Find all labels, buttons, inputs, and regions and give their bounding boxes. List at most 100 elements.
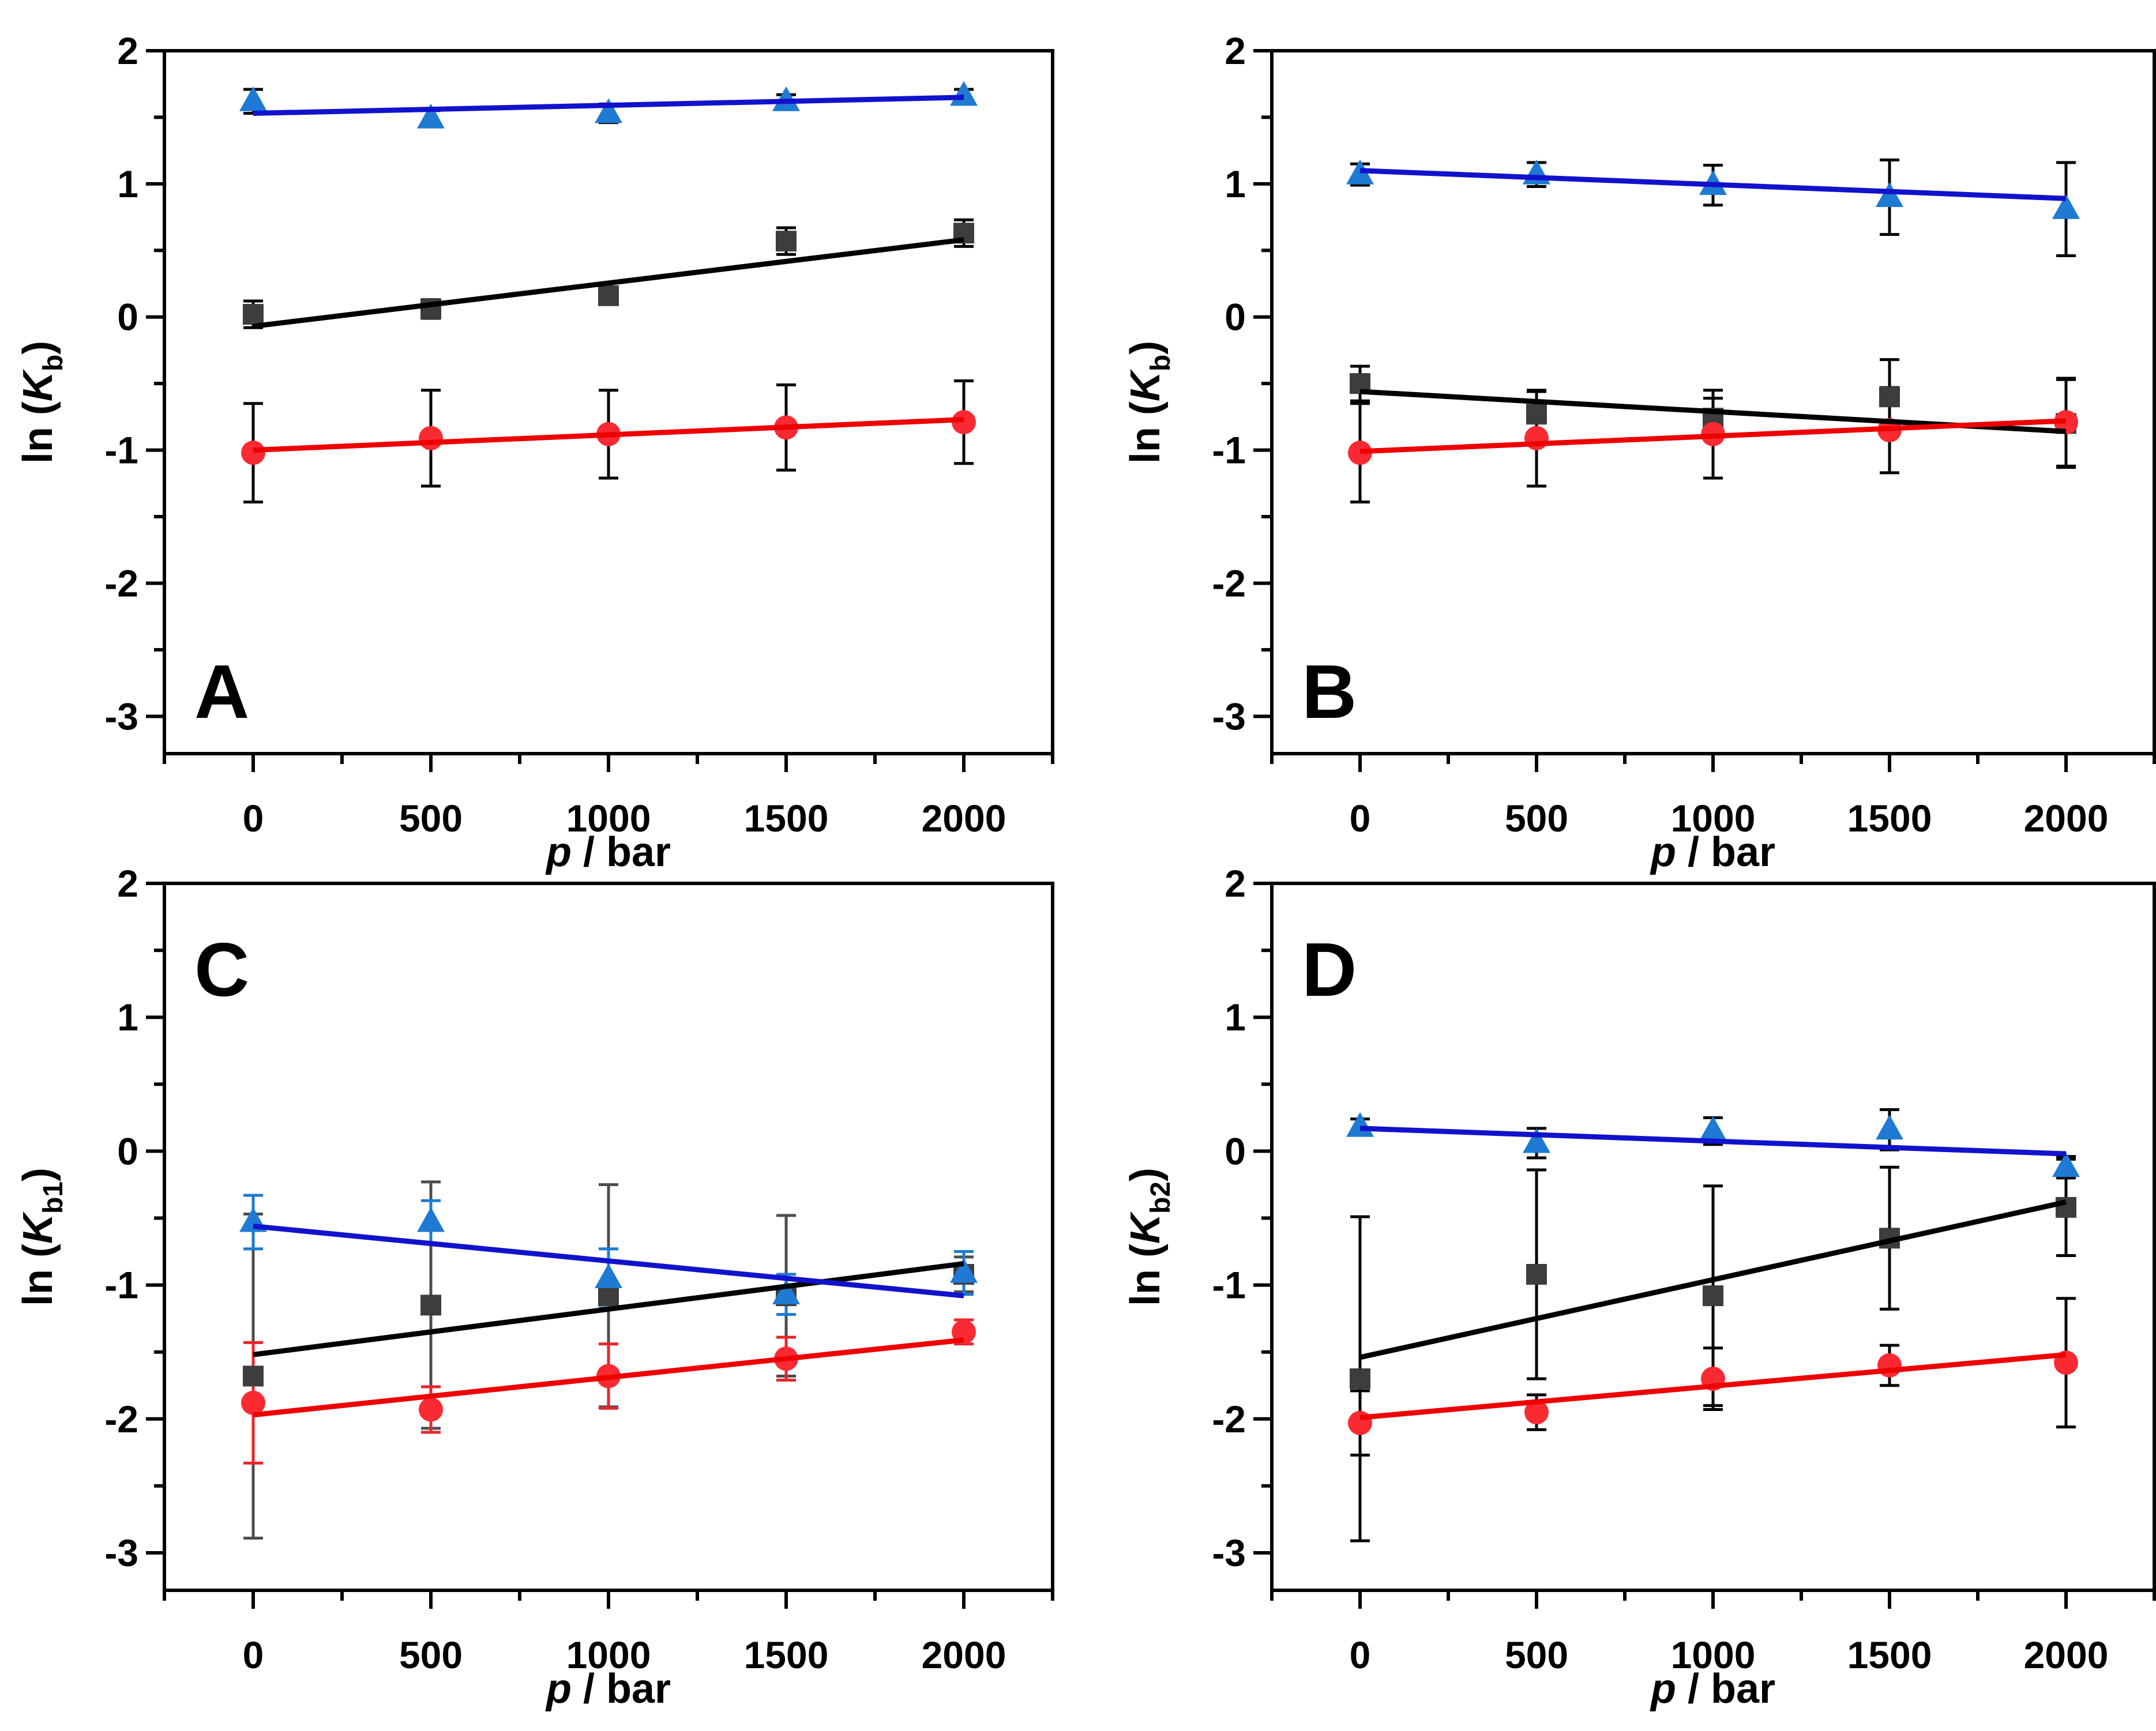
marker-square	[1703, 1285, 1723, 1307]
markers-circles	[241, 410, 976, 465]
marker-triangle	[595, 98, 622, 123]
marker-circle	[1524, 1400, 1549, 1425]
y-tick-label: -1	[104, 1264, 138, 1307]
marker-square	[243, 304, 264, 325]
y-tick-label: -2	[1212, 1398, 1246, 1440]
marker-triangle	[950, 81, 978, 106]
marker-square	[1526, 1264, 1547, 1285]
x-tick-label: 2000	[2024, 1634, 2109, 1676]
markers-circles	[241, 1319, 976, 1422]
fit-line-triangles	[1359, 168, 2067, 201]
y-tick-label: -3	[104, 695, 138, 737]
markers-squares	[243, 223, 974, 325]
x-tick-label: 0	[1350, 797, 1371, 840]
y-tick-label: 2	[117, 862, 138, 905]
y-tick-label: 0	[1225, 1130, 1246, 1172]
x-tick-label: 1500	[744, 797, 829, 840]
y-axis-title: ln (Kb)	[15, 341, 69, 464]
marker-triangle	[1346, 1112, 1374, 1137]
y-tick-label: 2	[1225, 29, 1246, 72]
x-tick-label: 0	[243, 797, 264, 840]
marker-square	[598, 1285, 619, 1307]
y-axis-title: ln (Kb2)	[1122, 1168, 1176, 1306]
x-tick-label: 2000	[2024, 797, 2109, 840]
panel-letter: A	[194, 649, 249, 734]
y-tick-label: -3	[1212, 1531, 1246, 1574]
marker-triangle	[417, 103, 445, 129]
y-axis-title: ln (Kb)	[1122, 341, 1176, 464]
y-tick-label: -2	[104, 562, 138, 604]
marker-triangle	[2052, 1152, 2080, 1177]
y-tick-label: -1	[1212, 429, 1246, 472]
marker-circle	[419, 426, 443, 450]
marker-circle	[952, 1319, 976, 1344]
marker-square	[2056, 1196, 2076, 1218]
marker-triangle	[1523, 1128, 1550, 1153]
markers-squares	[1350, 1196, 2076, 1390]
panel-B: 0 500 1000 1500 2000 2 1 0 -1 -2 -3 p / bar ln (Kb) B	[1122, 29, 2156, 875]
marker-triangle	[2052, 194, 2080, 219]
marker-triangle	[239, 86, 267, 111]
x-tick-label: 1500	[1847, 797, 1932, 840]
y-tick-label: 0	[117, 296, 138, 338]
marker-triangle	[1876, 182, 1903, 207]
x-tick-label: 2000	[922, 797, 1006, 840]
marker-square	[776, 231, 797, 252]
y-tick-label: 1	[1225, 996, 1246, 1038]
marker-triangle	[417, 1207, 445, 1232]
panel-letter: B	[1302, 649, 1357, 734]
fit-line-circles	[1359, 1352, 2067, 1420]
x-tick-label: 500	[399, 1634, 463, 1676]
fit-line-circles	[1359, 418, 2067, 454]
marker-square	[1879, 386, 1900, 408]
fit-line-squares	[253, 1260, 964, 1357]
y-tick-label: 1	[117, 996, 138, 1038]
error-bars-squares	[243, 218, 974, 329]
marker-triangle	[772, 1279, 800, 1304]
marker-triangle	[1699, 1116, 1727, 1141]
panel-C: 0 500 1000 1500 2000 2 1 0 -1 -2 -3 p / bar ln (Kb1)…	[15, 862, 1054, 1712]
marker-square	[420, 1295, 441, 1316]
y-tick-label: 2	[1225, 862, 1246, 905]
marker-square	[243, 1365, 264, 1387]
marker-circle	[241, 441, 265, 465]
y-tick-label: -1	[104, 429, 138, 472]
marker-square	[1350, 1368, 1370, 1390]
marker-square	[1526, 404, 1547, 425]
x-tick-label: 0	[243, 1634, 264, 1676]
y-tick-label: 0	[117, 1130, 138, 1172]
x-tick-label: 0	[1350, 1634, 1371, 1676]
marker-circle	[419, 1397, 443, 1422]
fit-line-triangles	[1359, 1126, 2067, 1157]
marker-circle	[952, 410, 976, 435]
x-axis-title: p / bar	[1650, 1666, 1775, 1712]
fit-line-circles	[253, 417, 964, 453]
fit-line-circles	[253, 1337, 964, 1418]
marker-triangle	[950, 1258, 978, 1283]
panel-letter: C	[194, 927, 249, 1012]
y-tick-label: -3	[104, 1531, 138, 1574]
y-tick-label: 0	[1225, 296, 1246, 338]
fit-line-squares	[253, 237, 964, 329]
x-tick-label: 1500	[744, 1634, 829, 1676]
panel-letter: D	[1302, 927, 1357, 1012]
y-axis-title: ln (Kb1)	[15, 1168, 69, 1306]
x-tick-label: 1000	[1671, 1634, 1756, 1676]
panel-A: 0 500 1000 1500 2000 2 1 0 -1 -2 -3 p / bar ln (Kb) A	[15, 29, 1054, 875]
marker-square	[598, 285, 619, 306]
fit-line-triangles	[253, 95, 964, 116]
marker-triangle	[1876, 1115, 1903, 1140]
y-tick-label: 2	[117, 29, 138, 72]
x-tick-label: 1000	[566, 797, 651, 840]
x-axis-title: p / bar	[545, 1666, 671, 1712]
x-tick-label: 500	[399, 797, 463, 840]
marker-circle	[1877, 1353, 1902, 1378]
x-axis-title: p / bar	[1650, 829, 1775, 875]
x-tick-label: 2000	[922, 1634, 1006, 1676]
panel-D: 0 500 1000 1500 2000 2 1 0 -1 -2 -3 p / bar ln (Kb2)…	[1122, 862, 2156, 1712]
x-tick-label: 1000	[1671, 797, 1756, 840]
marker-triangle	[595, 1263, 622, 1288]
fit-line-triangles	[253, 1223, 964, 1299]
